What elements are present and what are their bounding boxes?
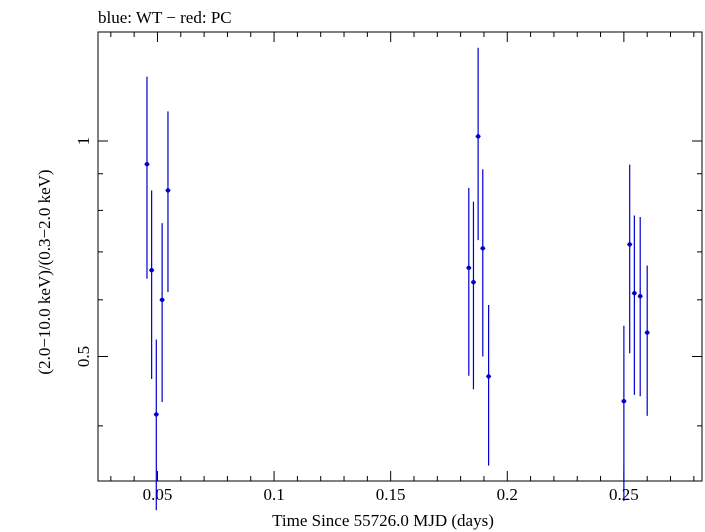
data-point (144, 162, 150, 167)
data-point (480, 246, 485, 251)
data-point (475, 134, 481, 139)
x-tick-label: 0.1 (263, 485, 284, 504)
data-point (154, 412, 159, 417)
x-tick-label: 0.2 (497, 485, 518, 504)
data-point (632, 290, 637, 296)
x-axis-label: Time Since 55726.0 MJD (days) (272, 511, 494, 530)
data-point (644, 330, 650, 335)
data-point (149, 267, 154, 273)
data-point (471, 279, 476, 285)
data-point (638, 294, 643, 299)
x-tick-label: 0.15 (376, 485, 406, 504)
data-point (486, 374, 491, 379)
y-tick-label: 1 (74, 137, 93, 146)
y-tick-label: 0.5 (74, 346, 93, 367)
data-point (165, 188, 171, 193)
plot-frame (97, 31, 703, 482)
x-tick-label: 0.05 (143, 485, 173, 504)
y-axis-label: (2.0−10.0 keV)/(0.3−2.0 keV) (35, 169, 54, 374)
axis-ticks: 0.05 0.1 0.15 0.2 0.250.51 (74, 32, 702, 504)
data-point (621, 399, 627, 404)
data-point (466, 265, 471, 271)
data-point (627, 242, 632, 247)
chart-title: blue: WT − red: PC (98, 8, 232, 27)
data-marks (144, 47, 650, 511)
data-point (159, 297, 165, 303)
